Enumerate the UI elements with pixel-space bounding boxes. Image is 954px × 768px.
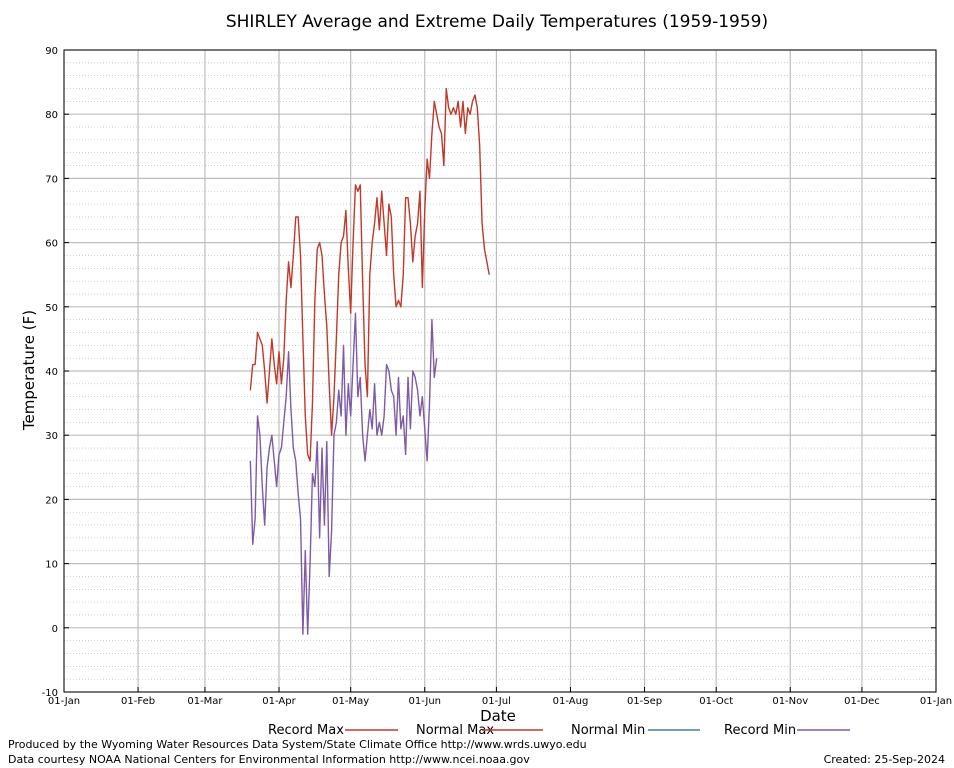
x-tick-label: 01-Jun (408, 696, 441, 707)
y-tick-label: 90 (45, 46, 58, 57)
series-line-record-min (249, 312, 438, 635)
x-tick-label: 01-May (332, 696, 369, 707)
x-tick-labels: 01-Jan 01-Feb 01-Mar 01-Apr 01-May 01-Jun 01-J… (48, 696, 952, 707)
x-tick-label: 01-Aug (553, 696, 589, 707)
y-tick-label: 30 (45, 431, 58, 442)
y-tick-label: 40 (45, 367, 58, 378)
legend-label: Normal Min (571, 723, 645, 738)
chart-title: SHIRLEY Average and Extreme Daily Temper… (226, 12, 768, 32)
y-tick-label: 80 (45, 110, 58, 121)
credit-line-data-source: Data courtesy NOAA National Centers for … (8, 753, 530, 766)
x-tick-label: 01-Jan (48, 696, 80, 707)
legend-label: Record Max (268, 723, 344, 738)
x-tick-label: 01-Sep (627, 696, 662, 707)
x-tick-label: 01-Jan (920, 696, 952, 707)
legend-item: Record Min (724, 723, 850, 738)
x-tick-label: 01-Feb (121, 696, 155, 707)
credit-line-producer: Produced by the Wyoming Water Resources … (8, 738, 587, 751)
legend-label: Normal Max (416, 723, 494, 738)
series-line-record-max (249, 87, 490, 462)
plot-frame (63, 49, 937, 693)
y-tick-label: -10 (42, 688, 58, 699)
x-tick-label: 01-Nov (772, 696, 808, 707)
major-gridlines (63, 49, 937, 693)
legend-item: Normal Max (416, 723, 543, 738)
y-tick-label: 20 (45, 495, 58, 506)
legend-label: Record Min (724, 723, 796, 738)
y-axis-title: Temperature (F) (20, 310, 38, 431)
y-tick-label: 60 (45, 239, 58, 250)
legend-item: Normal Min (571, 723, 700, 738)
legend-item: Record Max (268, 723, 398, 738)
x-tick-label: 01-Oct (699, 696, 733, 707)
y-tick-label: 10 (45, 560, 58, 571)
y-tick-label: 50 (45, 303, 58, 314)
x-tick-label: 01-Jul (482, 696, 511, 707)
x-tick-label: 01-Mar (187, 696, 223, 707)
legend: Record Max Normal Max Normal Min Record Min (268, 723, 850, 738)
y-tick-label: 0 (52, 624, 58, 635)
y-tick-label: 70 (45, 174, 58, 185)
x-tick-label: 01-Apr (262, 696, 296, 707)
x-axis-title: Date (480, 707, 516, 725)
created-date: Created: 25-Sep-2024 (824, 753, 945, 766)
series-lines (249, 87, 490, 635)
y-tick-labels: -10 0 10 20 30 40 50 60 70 80 90 (42, 46, 58, 699)
x-tick-label: 01-Dec (844, 696, 880, 707)
